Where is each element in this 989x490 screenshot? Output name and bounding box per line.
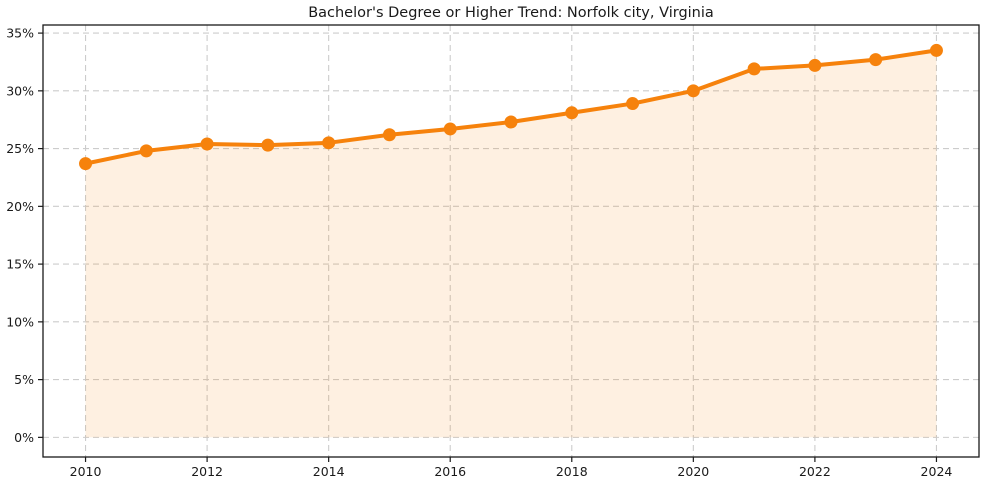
data-point-2010 [79, 157, 93, 171]
data-point-2013 [261, 138, 275, 152]
data-point-2018 [565, 106, 579, 120]
data-point-2022 [808, 58, 822, 72]
chart-title: Bachelor's Degree or Higher Trend: Norfo… [308, 5, 714, 21]
y-tick-label: 25% [6, 141, 34, 156]
x-tick-label: 2016 [434, 464, 466, 479]
plot-area [43, 25, 979, 457]
data-point-2017 [504, 115, 518, 129]
data-point-2014 [322, 136, 336, 150]
x-tick-label: 2012 [191, 464, 223, 479]
x-tick-label: 2010 [70, 464, 102, 479]
data-point-2024 [929, 43, 943, 57]
data-point-2011 [139, 144, 153, 158]
data-point-2015 [382, 128, 396, 142]
y-tick-label: 10% [6, 314, 34, 329]
y-tick-label: 0% [14, 430, 34, 445]
data-point-2019 [626, 97, 640, 111]
y-tick-label: 35% [6, 26, 34, 41]
data-point-2012 [200, 137, 214, 151]
x-tick-label: 2024 [921, 464, 953, 479]
x-tick-label: 2014 [313, 464, 345, 479]
x-tick-label: 2022 [799, 464, 831, 479]
area-fill [85, 50, 937, 438]
x-tick-label: 2018 [556, 464, 588, 479]
y-tick-label: 5% [14, 372, 34, 387]
x-tick-label: 2020 [677, 464, 709, 479]
data-point-2023 [869, 53, 883, 67]
y-tick-label: 15% [6, 257, 34, 272]
data-point-2021 [747, 62, 761, 76]
plot-border [42, 24, 980, 458]
data-point-2020 [686, 84, 700, 98]
y-tick-label: 30% [6, 83, 34, 98]
y-tick-label: 20% [6, 199, 34, 214]
data-point-2016 [443, 122, 457, 136]
